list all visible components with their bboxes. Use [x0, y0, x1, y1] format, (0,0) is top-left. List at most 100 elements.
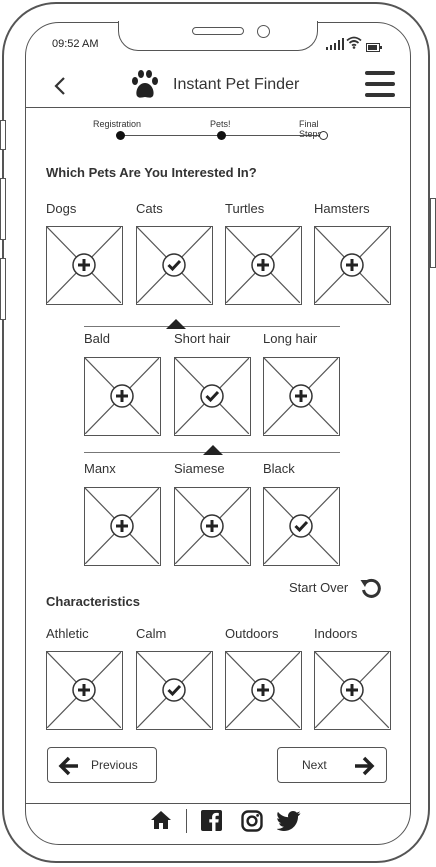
pet-label: Turtles [225, 201, 265, 216]
image-placeholder [175, 488, 249, 564]
step-dot-completed [116, 131, 125, 140]
plus-icon [346, 684, 358, 696]
plus-icon [78, 259, 90, 271]
characteristic-label: Indoors [314, 626, 358, 641]
signal-icon [326, 37, 344, 55]
breed-tile[interactable] [174, 487, 251, 566]
footer-divider [26, 803, 410, 804]
next-label: Next [302, 758, 327, 772]
plus-icon [116, 520, 128, 532]
speaker-grille [192, 27, 244, 35]
pet-tile[interactable] [314, 226, 391, 305]
home-button[interactable] [150, 810, 172, 835]
start-over-button[interactable] [359, 577, 383, 606]
breed-label: Siamese [174, 461, 225, 476]
characteristic-tile[interactable] [225, 651, 302, 730]
image-placeholder [47, 652, 121, 728]
pet-tile[interactable] [225, 226, 302, 305]
hair-tile[interactable] [84, 357, 161, 436]
hair-divider [84, 326, 340, 327]
twitter-icon [276, 811, 301, 831]
back-button[interactable] [50, 74, 74, 98]
hair-tile[interactable] [263, 357, 340, 436]
image-placeholder [315, 227, 389, 303]
step-dot-completed [217, 131, 226, 140]
home-icon [151, 811, 171, 829]
characteristic-tile[interactable] [136, 651, 213, 730]
hamburger-icon [365, 71, 395, 97]
pet-tile[interactable] [46, 226, 123, 305]
breed-label: Black [263, 461, 295, 476]
step-dot-pending [319, 131, 328, 140]
phone-frame [2, 2, 430, 863]
plus-icon [346, 259, 358, 271]
plus-icon [295, 390, 307, 402]
paw-icon [129, 69, 161, 106]
plus-icon [206, 520, 218, 532]
plus-icon [78, 684, 90, 696]
characteristic-label: Calm [136, 626, 167, 641]
image-placeholder [137, 227, 211, 303]
hair-label: Long hair [263, 331, 318, 346]
header-divider [26, 107, 410, 108]
volume-down-button [0, 258, 6, 320]
next-button[interactable]: Next [277, 747, 387, 783]
image-placeholder [85, 488, 159, 564]
pet-label: Dogs [46, 201, 77, 216]
pets-heading: Which Pets Are You Interested In? [46, 165, 257, 180]
image-placeholder [175, 358, 249, 434]
app-title: Instant Pet Finder [173, 76, 300, 93]
plus-icon [116, 390, 128, 402]
checkmark-icon [167, 259, 182, 272]
arrow-left-icon [58, 756, 78, 776]
breed-tile[interactable] [263, 487, 340, 566]
pet-tile[interactable] [136, 226, 213, 305]
step-label-final: Final Steps [299, 119, 323, 139]
instagram-button[interactable] [241, 810, 263, 837]
breed-tile[interactable] [84, 487, 161, 566]
start-over-label[interactable]: Start Over [289, 580, 349, 595]
arrow-right-icon [355, 756, 375, 776]
characteristic-tile[interactable] [46, 651, 123, 730]
image-placeholder [137, 652, 211, 728]
characteristic-label: Athletic [46, 626, 89, 641]
characteristic-tile[interactable] [314, 651, 391, 730]
pet-label: Hamsters [314, 201, 370, 216]
checkmark-icon [167, 684, 182, 697]
wifi-icon [346, 36, 362, 54]
twitter-button[interactable] [276, 811, 301, 836]
plus-icon [257, 259, 269, 271]
characteristic-label: Outdoors [225, 626, 279, 641]
caret-up-icon [166, 316, 186, 334]
chevron-left-icon [54, 77, 65, 95]
front-camera [257, 25, 270, 38]
caret-up-icon [203, 442, 223, 460]
characteristics-heading: Characteristics [46, 594, 140, 609]
undo-icon [360, 578, 381, 598]
previous-button[interactable]: Previous [47, 747, 157, 783]
status-time: 09:52 AM [52, 38, 99, 50]
image-placeholder [47, 227, 121, 303]
previous-label: Previous [91, 758, 138, 772]
image-placeholder [264, 358, 338, 434]
image-placeholder [226, 227, 300, 303]
image-placeholder [226, 652, 300, 728]
hair-label: Short hair [174, 331, 231, 346]
battery-icon [366, 39, 382, 57]
hair-label: Bald [84, 331, 111, 346]
power-button [430, 198, 436, 268]
plus-icon [257, 684, 269, 696]
volume-up-button [0, 178, 6, 240]
breed-label: Manx [84, 461, 116, 476]
instagram-icon [241, 810, 263, 832]
facebook-button[interactable] [201, 810, 222, 836]
checkmark-icon [205, 390, 220, 403]
image-placeholder [315, 652, 389, 728]
step-label-registration: Registration [93, 119, 142, 129]
checkmark-icon [294, 520, 309, 533]
phone-notch [118, 21, 318, 51]
image-placeholder [85, 358, 159, 434]
step-label-pets: Pets! [210, 119, 231, 129]
menu-button[interactable] [365, 71, 395, 102]
hair-tile[interactable] [174, 357, 251, 436]
